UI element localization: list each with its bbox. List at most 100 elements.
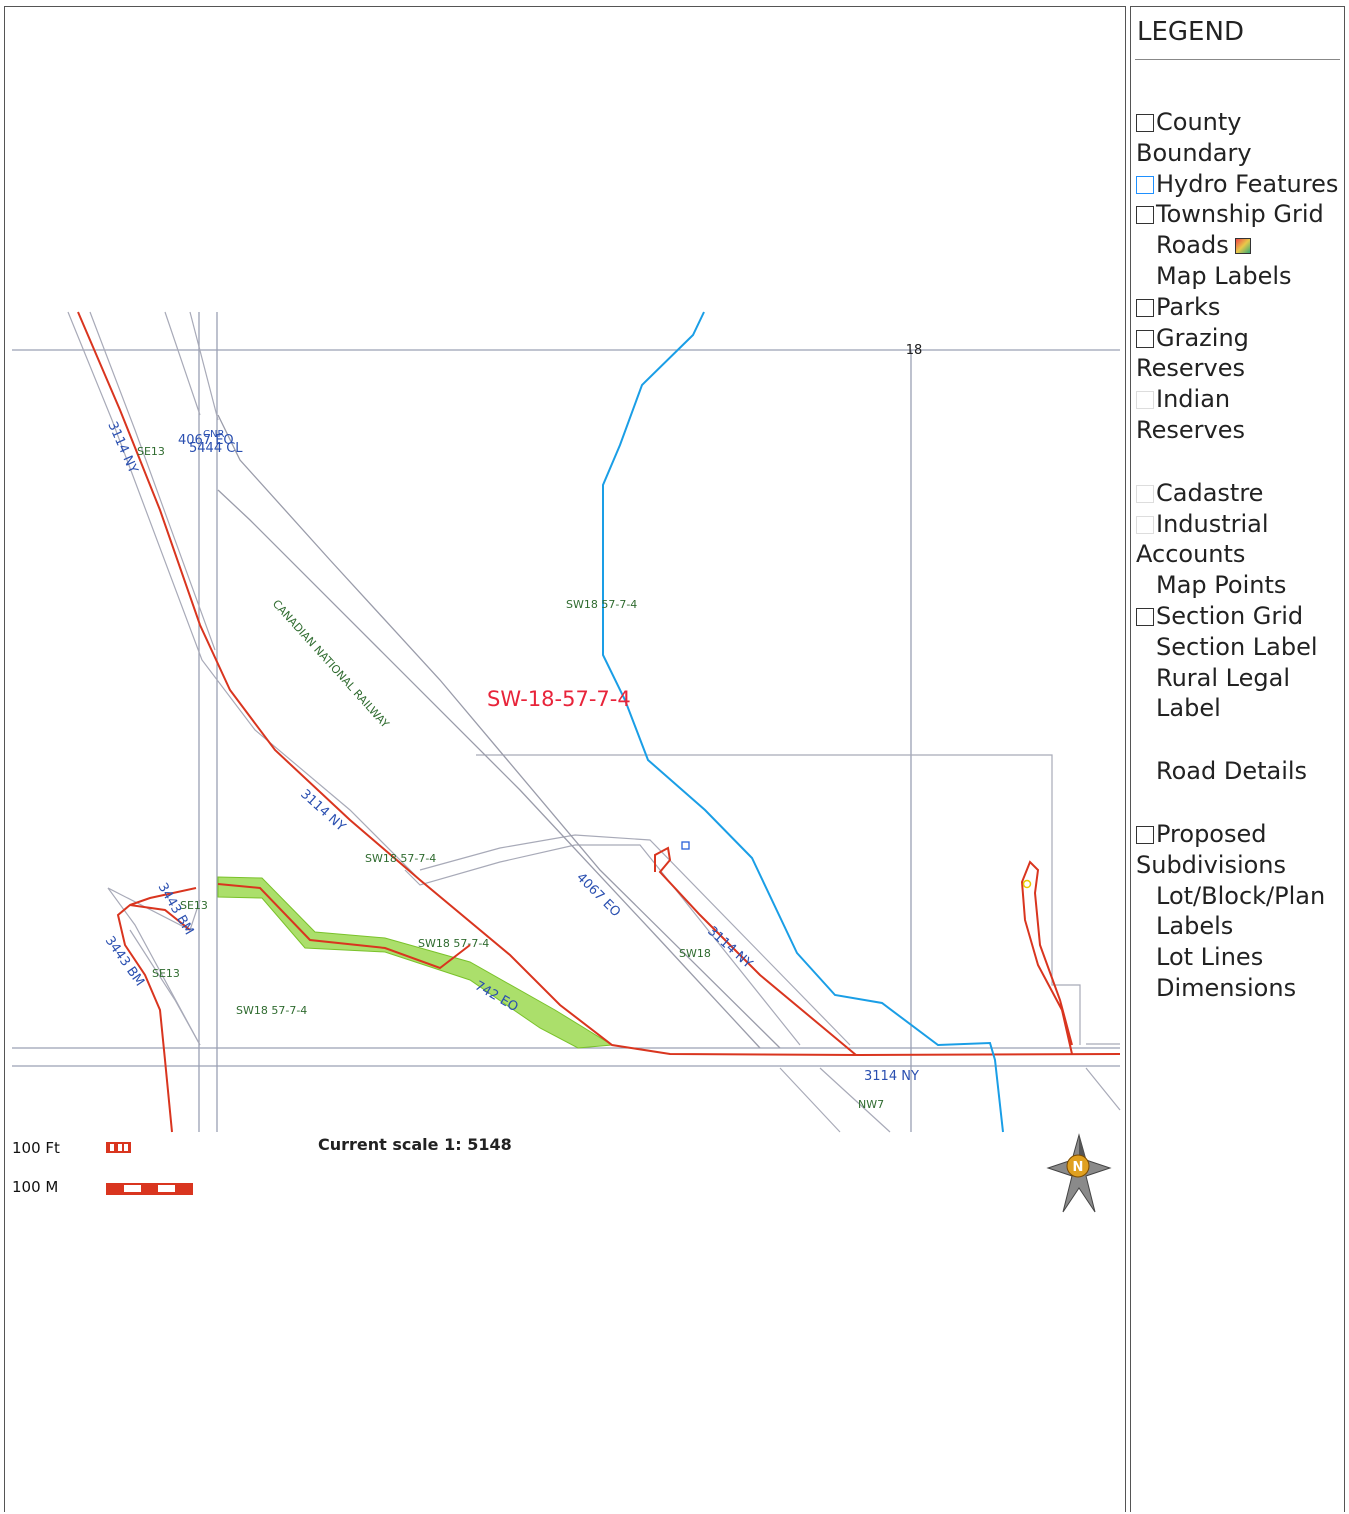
- legend-item-dimensions[interactable]: Dimensions: [1136, 973, 1344, 1004]
- roads-swatch-icon: [1234, 238, 1251, 255]
- legal-label-sw18-b: SW18 57-7-4: [365, 852, 436, 865]
- railway-edge-south: [217, 489, 761, 1049]
- legend-item-lot-block-plan-labels[interactable]: Lot/Block/Plan Labels: [1136, 881, 1344, 943]
- road-3114-ny-east: [654, 846, 857, 1056]
- road-label-4067-eo-top: 4067 EO: [178, 433, 234, 448]
- lot-line-west: [67, 311, 421, 881]
- lot-line-sw-3: [129, 929, 201, 1046]
- rail-label-cnr: CNR: [203, 429, 224, 440]
- legend-item-parks[interactable]: Parks: [1136, 292, 1344, 323]
- road-label-5444-cl: 5444 CL: [189, 441, 243, 456]
- legal-label-se13: SE13: [137, 445, 165, 458]
- legend-item-proposed-subdivisions[interactable]: Proposed Subdivisions: [1136, 819, 1344, 881]
- legend-item-rural-legal-label[interactable]: Rural Legal Label: [1136, 663, 1344, 725]
- roads: [77, 311, 1121, 1133]
- legend-item-label: Industrial Accounts: [1136, 509, 1269, 569]
- legend-item-section-grid[interactable]: Section Grid: [1136, 601, 1344, 632]
- legend-gap: [1136, 724, 1344, 756]
- legend-item-label: Lot Lines: [1156, 943, 1264, 972]
- legend-item-label: Parks: [1156, 292, 1221, 321]
- legend-title: LEGEND: [1137, 17, 1244, 47]
- legend-item-label: Rural Legal Label: [1156, 663, 1291, 723]
- legend-gap: [1136, 446, 1344, 478]
- checkbox-icon[interactable]: [1136, 484, 1154, 503]
- checkbox-icon[interactable]: [1136, 329, 1154, 348]
- checkbox-icon[interactable]: [1136, 515, 1154, 534]
- highlighted-road-742-eo: [217, 876, 614, 1049]
- section-grid: [12, 312, 1120, 1132]
- map-point-marker-yellow: [1022, 879, 1032, 889]
- checkbox-icon[interactable]: [1136, 114, 1154, 132]
- legend-item-map-labels[interactable]: Map Labels: [1136, 261, 1344, 292]
- legend-item-label: Section Grid: [1156, 601, 1304, 630]
- scale-bar-meters-icon: [106, 1183, 193, 1195]
- legend-item-label: Road Details: [1156, 757, 1308, 786]
- legend-gap: [1136, 787, 1344, 819]
- legend-item-lot-lines[interactable]: Lot Lines: [1136, 942, 1344, 973]
- access-road-curve-2: [419, 834, 851, 1046]
- legend-item-road-details[interactable]: Road Details: [1136, 756, 1344, 787]
- railway-label: CANADIAN NATIONAL RAILWAY: [270, 597, 392, 730]
- scale-feet-label: 100 Ft: [12, 1139, 60, 1157]
- legend-item-label: Section Label: [1156, 632, 1318, 661]
- legend-item-section-label[interactable]: Section Label: [1136, 632, 1344, 663]
- legend-item-label: Hydro Features: [1156, 169, 1339, 198]
- checkbox-icon[interactable]: [1136, 607, 1154, 626]
- lot-line-se: [779, 1067, 841, 1133]
- legend-item-hydro-features[interactable]: Hydro Features: [1136, 169, 1344, 200]
- legend-item-label: Dimensions: [1156, 973, 1297, 1002]
- legend-divider: [1135, 59, 1340, 60]
- legend-item-county-boundary[interactable]: County Boundary: [1136, 107, 1344, 169]
- checkbox-icon[interactable]: [1136, 206, 1154, 225]
- map-point-marker: [681, 841, 690, 850]
- legend-item-roads[interactable]: Roads: [1136, 230, 1344, 261]
- parcel-label: SW-18-57-7-4: [487, 687, 631, 711]
- road-label-3114-east: 3114 NY: [704, 924, 755, 972]
- checkbox-icon[interactable]: [1136, 175, 1154, 194]
- legend-item-label: Indian Reserves: [1136, 385, 1245, 444]
- scale-bar-feet-icon: [106, 1142, 131, 1153]
- checkbox-icon[interactable]: [1136, 298, 1154, 317]
- legend-item-indian-reserves[interactable]: Indian Reserves: [1136, 384, 1344, 446]
- railway-edge-north: [217, 414, 781, 1049]
- legal-label-sw18-c: SW18 57-7-4: [418, 937, 489, 950]
- checkbox-icon[interactable]: [1136, 825, 1154, 844]
- road-3443-bm: [116, 903, 191, 1133]
- legal-label-se13-c: SE13: [152, 967, 180, 980]
- section-number-label: 18: [906, 343, 923, 358]
- legend-item-label: Proposed Subdivisions: [1136, 819, 1287, 879]
- road-label-3114-bottom: 3114 NY: [864, 1069, 919, 1084]
- legend-item-label: County Boundary: [1136, 108, 1252, 167]
- legend-item-label: Lot/Block/Plan Labels: [1156, 881, 1326, 941]
- road-3114-ny-main: [77, 311, 1121, 1057]
- north-arrow-letter: N: [1073, 1160, 1084, 1175]
- legal-label-se13-b: SE13: [180, 899, 208, 912]
- road-3443-stub: [129, 887, 197, 906]
- lot-line-northwest: [164, 311, 201, 416]
- legal-label-sw18-d: SW18 57-7-4: [236, 1004, 307, 1017]
- lot-outline-east: [476, 754, 1081, 1045]
- legend-item-grazing-reserves[interactable]: Grazing Reserves: [1136, 323, 1344, 385]
- road-742-eo-red: [217, 883, 471, 970]
- legend-item-label: Roads: [1156, 231, 1229, 260]
- legend-item-label: Cadastre: [1156, 478, 1264, 507]
- checkbox-icon[interactable]: [1136, 391, 1154, 410]
- legend-item-industrial-accounts[interactable]: Industrial Accounts: [1136, 509, 1344, 571]
- road-east-loop: [1020, 860, 1073, 1055]
- legend-panel: LEGEND County Boundary Hydro Features To…: [1130, 6, 1345, 1512]
- legal-label-nw7: NW7: [858, 1098, 884, 1111]
- lot-line-northwest-2: [189, 311, 219, 421]
- legend-item-label: Township Grid: [1156, 200, 1324, 229]
- north-arrow-icon: N: [1046, 1133, 1112, 1213]
- road-label-4067-eo: 4067 EO: [573, 870, 623, 920]
- map-canvas[interactable]: 18 SW-18-57-7-4 CANADIAN NATIONAL RAILWA…: [0, 0, 1126, 1514]
- legend-item-township-grid[interactable]: Township Grid: [1136, 199, 1344, 230]
- legend-item-label: Map Labels: [1156, 261, 1292, 290]
- legend-item-cadastre[interactable]: Cadastre: [1136, 478, 1344, 509]
- hydro-creek: [602, 311, 1004, 1133]
- lot-line-east-corner: [1085, 1067, 1121, 1111]
- legend-list: County Boundary Hydro Features Township …: [1136, 107, 1344, 1004]
- map-panel[interactable]: [4, 6, 1126, 1512]
- legend-item-label: Map Points: [1156, 571, 1287, 600]
- legend-item-map-points[interactable]: Map Points: [1136, 570, 1344, 601]
